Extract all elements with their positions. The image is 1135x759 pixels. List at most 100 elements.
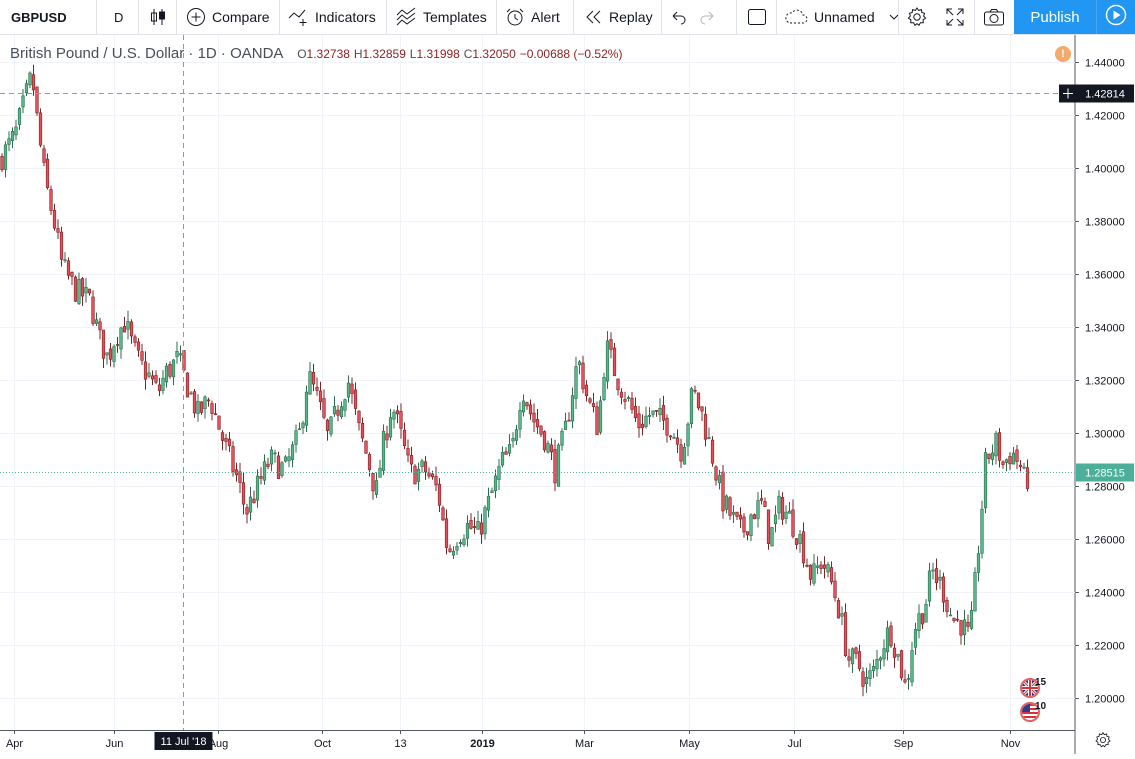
candle-body: [840, 613, 844, 617]
candle-down: [322, 389, 326, 420]
candle-up: [815, 556, 820, 575]
candle-body: [395, 410, 400, 415]
candle-down: [745, 531, 750, 541]
candle-up: [574, 356, 578, 410]
publish-button[interactable]: Publish: [1014, 0, 1096, 34]
y-tick-label: 1.36000: [1085, 270, 1125, 282]
candle-up: [570, 387, 575, 429]
maximize-button[interactable]: [945, 0, 965, 34]
candle-body: [994, 432, 998, 457]
candle-down: [997, 428, 1002, 468]
candle-down: [472, 516, 477, 534]
candle-body: [416, 468, 421, 482]
candle-down: [217, 415, 221, 430]
candle-body: [1004, 459, 1009, 463]
redo-button[interactable]: [699, 0, 715, 34]
candle-body: [570, 395, 575, 422]
candle-down: [780, 492, 785, 525]
candle-body: [654, 410, 659, 412]
candle-up: [931, 562, 935, 580]
candle-body: [763, 501, 767, 507]
templates-label: Templates: [423, 9, 487, 25]
snapshot-button[interactable]: [983, 0, 1005, 34]
candle-down: [833, 572, 837, 602]
candle-down: [696, 392, 701, 411]
x-tick-label: Aug: [209, 738, 229, 750]
candle-down: [108, 342, 113, 367]
candle-down: [210, 400, 214, 421]
candle-up: [63, 252, 67, 263]
candle-up: [770, 527, 774, 547]
candle-down: [710, 436, 715, 467]
chart-style-button[interactable]: [148, 0, 168, 34]
compare-button[interactable]: Compare: [186, 0, 270, 34]
warning-icon[interactable]: !: [1055, 46, 1071, 62]
candle-body: [80, 278, 85, 297]
candle-body: [899, 650, 904, 679]
candle-body: [630, 397, 634, 410]
candle-body: [360, 422, 365, 439]
candle-body: [1001, 461, 1005, 465]
candle-up: [465, 515, 470, 547]
candle-body: [780, 496, 785, 520]
candle-body: [483, 507, 487, 535]
candle-down: [427, 467, 431, 479]
candle-down: [266, 457, 270, 470]
candle-body: [87, 288, 92, 294]
candle-body: [430, 473, 435, 478]
candle-body: [325, 419, 330, 431]
candle-body: [710, 439, 715, 464]
alert-button[interactable]: Alert: [505, 0, 560, 34]
candle-body: [21, 95, 25, 108]
crosshair-price-label: 1.42814: [1085, 89, 1125, 101]
candle-down: [364, 440, 368, 455]
price-chart[interactable]: 1.44000 1.42000 1.40000 1.38000 1.36000 1.340…: [0, 35, 1135, 754]
interval-button[interactable]: D: [114, 0, 123, 34]
symbol-search-button[interactable]: GBPUSD: [11, 0, 67, 34]
candle-body: [749, 514, 753, 537]
candle-body: [962, 619, 967, 636]
candle-body: [308, 371, 312, 395]
candle-body: [567, 419, 571, 422]
candle-body: [843, 612, 848, 657]
templates-button[interactable]: Templates: [396, 0, 487, 34]
candle-down: [336, 405, 340, 422]
candle-body: [262, 461, 267, 481]
candle-body: [602, 377, 606, 401]
candle-up: [885, 620, 890, 661]
candle-up: [420, 458, 424, 473]
chart-legend: British Pound / U.S. Dollar · 1D · OANDA…: [10, 45, 622, 62]
us-flag-icon[interactable]: [1020, 702, 1040, 722]
candle-up: [938, 569, 942, 590]
uk-flag-icon[interactable]: [1020, 678, 1040, 698]
layout-name-button[interactable]: Unnamed: [784, 0, 899, 34]
candle-body: [1008, 456, 1012, 465]
alert-label: Alert: [531, 9, 560, 25]
fullscreen-layout-button[interactable]: [747, 0, 767, 34]
candle-up: [962, 609, 967, 646]
candle-up: [812, 554, 816, 586]
candle-up: [290, 441, 295, 468]
undo-button[interactable]: [671, 0, 687, 34]
candle-down: [703, 406, 708, 447]
candle-body: [689, 388, 694, 424]
candle-down: [675, 429, 680, 453]
indicators-button[interactable]: Indicators: [288, 0, 376, 34]
candle-down: [357, 410, 361, 431]
candle-up: [777, 490, 781, 520]
candle-down: [129, 319, 134, 344]
candle-up: [976, 545, 981, 582]
candle-down: [735, 511, 739, 521]
candle-up: [126, 310, 130, 340]
candle-up: [577, 360, 582, 375]
candle-body: [24, 83, 29, 93]
replay-play-button[interactable]: [1096, 0, 1135, 34]
candle-body: [406, 448, 410, 456]
candle-body: [63, 259, 67, 261]
settings-button[interactable]: [906, 0, 928, 34]
replay-button[interactable]: Replay: [585, 0, 653, 34]
scale-settings-button[interactable]: [1094, 731, 1112, 754]
chart-pane[interactable]: 1.44000 1.42000 1.40000 1.38000 1.36000 1.340…: [0, 35, 1135, 754]
candle-up: [990, 444, 995, 466]
candle-up: [749, 513, 753, 542]
